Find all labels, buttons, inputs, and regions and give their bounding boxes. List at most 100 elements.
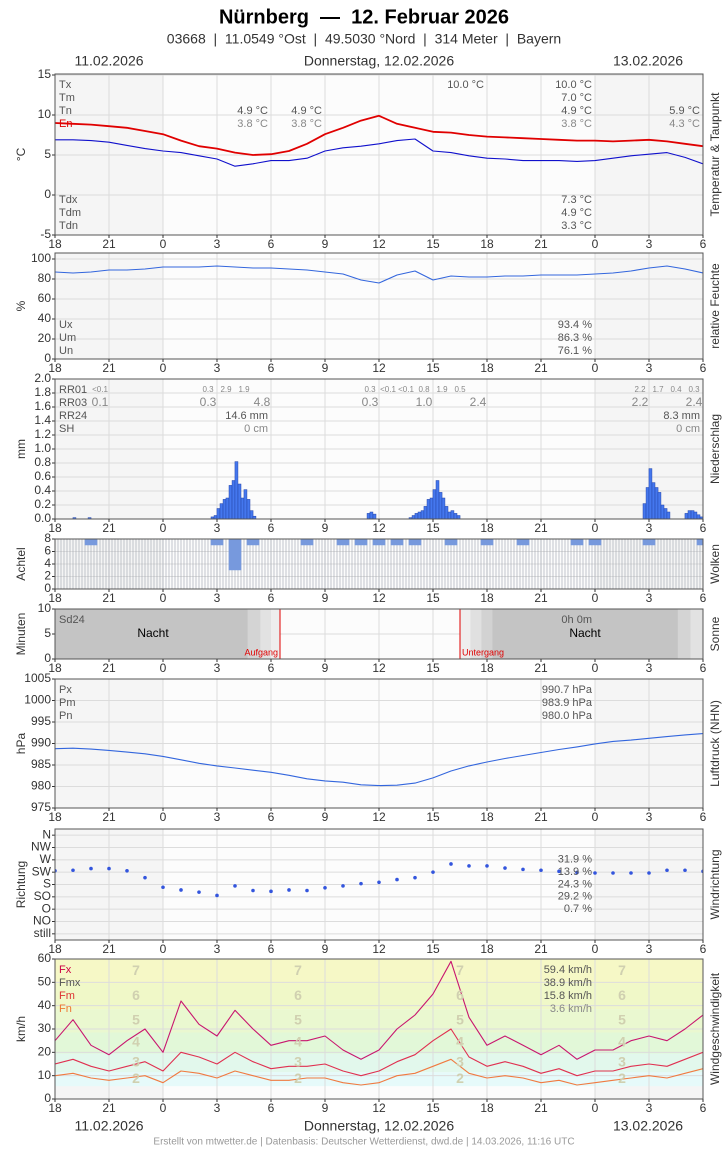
stat-value: 10.0 °C [555,79,592,91]
x-tick-label: 21 [534,361,548,375]
rr01-label: 0.4 [670,385,682,394]
direction-share: 29.2 % [558,891,592,903]
precip-bar [690,510,695,519]
beaufort-label: 5 [618,1012,626,1028]
x-tick-label: 6 [268,237,275,251]
beaufort-label: 5 [456,1012,464,1028]
precip-bar [699,516,703,519]
stat-label: RR03 [59,397,87,409]
y-tick-label: -5 [40,227,51,241]
beaufort-label: 2 [132,1070,140,1086]
cloud-bar [300,539,314,546]
x-tick-label: 15 [426,1101,440,1115]
x-tick-label: 21 [534,1101,548,1115]
rr03-label: 2.2 [632,395,649,409]
y-tick-label: 0.4 [34,483,51,497]
stat-value: 14.6 mm [225,410,268,422]
y-tick-label: 5 [44,147,51,161]
rr01-label: 2.9 [220,385,232,394]
x-tick-label: 18 [480,942,494,956]
x-tick-label: 12 [372,237,386,251]
panel-side-label: relative Feuchte [708,263,722,349]
precip-bar [438,492,443,519]
x-tick-label: 21 [102,521,116,535]
x-tick-label: 3 [214,361,221,375]
y-tick-label: 4 [44,556,51,570]
x-tick-label: 3 [646,591,653,605]
direction-point [593,871,597,875]
precip-bar [414,513,419,519]
x-tick-label: 6 [268,810,275,824]
subtitle: 03668 | 11.0549 °Ost | 49.5030 °Nord | 3… [167,31,561,47]
stat-label: RR01 [59,384,87,396]
cloud-bar [480,539,494,546]
stat-value: 3.3 °C [561,220,592,232]
beaufort-label: 7 [456,962,464,978]
beaufort-label: 6 [294,987,302,1003]
x-tick-label: 18 [48,661,62,675]
x-tick-label: 3 [214,942,221,956]
y-tick-label: 5 [44,626,51,640]
x-tick-label: 0 [160,361,167,375]
y-tick-label: 990 [31,736,51,750]
x-tick-label: 0 [160,591,167,605]
cloud-bar [642,539,656,546]
y-tick-label: 985 [31,757,51,771]
beaufort-label: 3 [456,1054,464,1070]
direction-point [467,864,471,868]
rr01-label: 0.5 [454,385,466,394]
y-tick-label: 1000 [24,693,51,707]
stat-value: 38.9 km/h [544,977,592,989]
stat-label: Tdm [59,207,81,219]
precip-bar [435,480,440,519]
y-tick-label: 1.6 [34,399,51,413]
stat-value: 15.8 km/h [544,990,592,1002]
x-tick-label: 0 [592,942,599,956]
x-tick-label: 18 [48,521,62,535]
beaufort-label: 7 [618,962,626,978]
precip-bar [417,511,422,519]
x-tick-label: 3 [646,237,653,251]
x-tick-label: 6 [268,361,275,375]
precip-bar [252,515,257,519]
x-tick-label: 12 [372,942,386,956]
x-tick-label: 6 [268,591,275,605]
stat-value: 0 cm [676,423,700,435]
precip-bar [240,497,245,519]
x-tick-label: 0 [592,361,599,375]
x-tick-label: 9 [322,237,329,251]
y-axis-title: Achtel [14,547,28,580]
direction-point [233,884,237,888]
direction-share: 24.3 % [558,878,592,890]
y-tick-label: 0 [44,351,51,365]
sunset-label: Untergang [462,647,504,657]
x-tick-label: 12 [372,361,386,375]
precip-bar [645,487,650,519]
rr03-label: 0.1 [92,395,109,409]
x-tick-label: 15 [426,810,440,824]
cloud-bar [210,539,224,546]
y-tick-label: 1.8 [34,385,51,399]
x-tick-label: 0 [592,521,599,535]
direction-point [323,885,327,890]
precip-bar [423,506,428,519]
night [460,609,703,659]
direction-point [683,868,687,873]
x-tick-label: 9 [322,942,329,956]
x-tick-label: 15 [426,361,440,375]
x-tick-label: 0 [592,810,599,824]
x-tick-label: 18 [48,361,62,375]
y-tick-label: NO [33,914,51,928]
precip-bar [231,480,236,519]
stat-label: Fmx [59,977,81,989]
stat-value: 0 cm [244,423,268,435]
y-tick-label: 995 [31,714,51,728]
stat-label: RR24 [59,410,87,422]
y-tick-label: 0 [44,581,51,595]
x-tick-label: 21 [102,361,116,375]
twilight [460,609,471,659]
rr01-label: <0.1 [380,385,396,394]
plot-area [55,74,703,235]
